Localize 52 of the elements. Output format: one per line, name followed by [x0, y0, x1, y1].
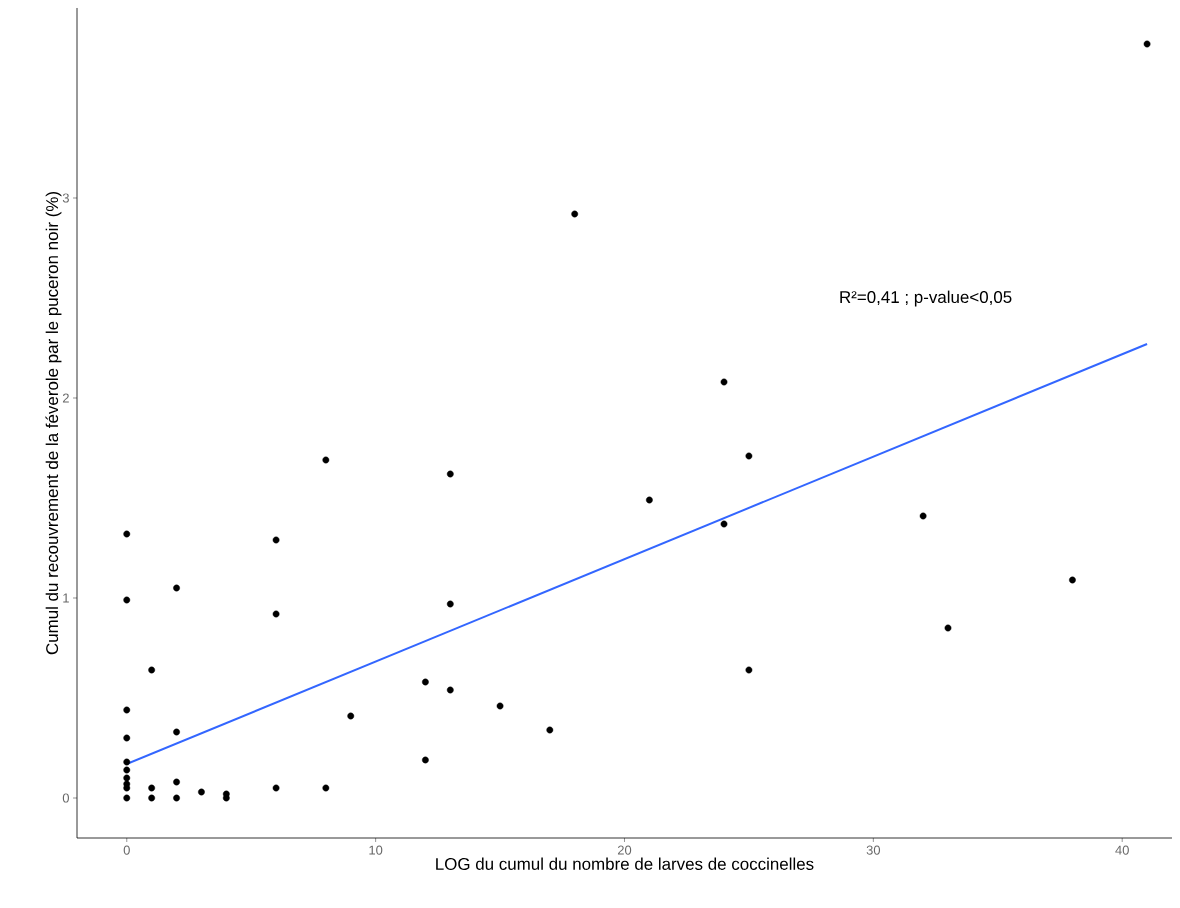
annotation: R²=0,41 ; p-value<0,05: [840, 290, 1012, 307]
point: [272, 784, 280, 792]
y-tick-label: 0: [62, 793, 69, 803]
point: [123, 734, 131, 742]
point: [496, 702, 504, 710]
point: [148, 794, 156, 802]
point: [944, 624, 952, 632]
point: [272, 536, 280, 544]
point: [173, 778, 180, 786]
x-tick-label: 0: [123, 845, 130, 855]
x-axis-title: LOG du cumul du nombre de larves de coccinelles: [436, 857, 814, 870]
y-tick-label: 1: [63, 593, 69, 603]
point: [446, 470, 454, 478]
point: [148, 784, 156, 792]
point: [745, 666, 753, 674]
point: [322, 784, 330, 792]
point: [1069, 576, 1076, 584]
point: [546, 726, 554, 734]
x-tick-label: 40: [1115, 845, 1129, 855]
point: [720, 520, 728, 528]
point: [123, 774, 131, 782]
point: [173, 584, 180, 592]
point: [745, 452, 753, 460]
point: [422, 756, 429, 764]
point: [123, 530, 131, 538]
point: [422, 678, 429, 686]
point: [148, 666, 156, 674]
point: [347, 712, 355, 720]
point: [173, 728, 180, 736]
point: [446, 686, 454, 694]
point: [173, 794, 180, 802]
y-tick-label: 3: [62, 193, 69, 203]
point: [322, 456, 330, 464]
point: [1143, 40, 1151, 48]
point: [919, 512, 927, 520]
point: [198, 788, 205, 796]
y-tick-label: 2: [62, 393, 69, 403]
y-axis-title: Cumul du recouvrement de la féverole par le puceron noir (%): [45, 192, 62, 655]
point: [123, 758, 131, 766]
point: [571, 210, 579, 218]
point: [123, 784, 131, 792]
point: [123, 596, 131, 604]
point: [123, 766, 131, 774]
point: [720, 378, 728, 386]
x-tick-label: 20: [617, 845, 632, 855]
point: [123, 794, 131, 802]
point: [446, 600, 454, 608]
x-tick-label: 10: [369, 845, 383, 855]
point: [272, 610, 280, 618]
point: [123, 706, 131, 714]
point: [645, 496, 653, 504]
x-tick-label: 30: [866, 845, 881, 855]
